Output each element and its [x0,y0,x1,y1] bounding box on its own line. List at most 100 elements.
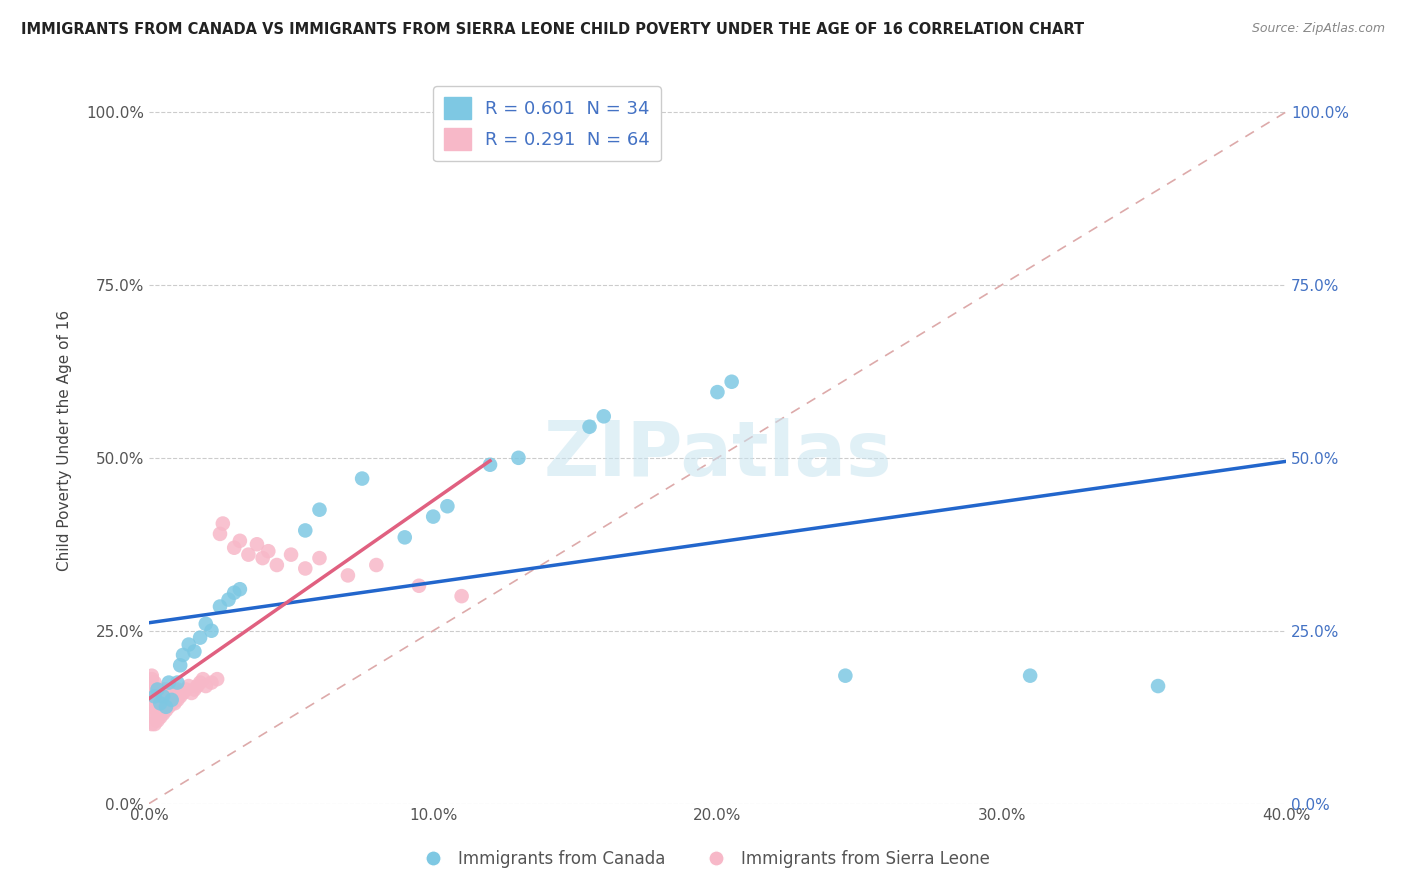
Point [308,502,330,516]
Point [143,690,166,704]
Point [172,648,194,662]
Point [160,682,183,697]
Point [141,717,163,731]
Point [141,679,163,693]
Point [160,696,183,710]
Point [706,385,728,400]
Point [200,624,222,638]
Point [294,524,316,538]
Point [163,696,186,710]
Point [183,682,205,697]
Point [183,644,205,658]
Point [720,375,742,389]
Point [408,579,430,593]
Point [280,548,302,562]
Point [177,679,200,693]
Point [229,533,252,548]
Point [152,706,174,721]
Point [450,589,472,603]
Point [394,530,416,544]
Point [208,599,231,614]
Point [508,450,530,465]
Point [211,516,233,531]
Point [155,693,177,707]
Point [238,548,260,562]
Point [143,710,166,724]
Point [1019,668,1042,682]
Point [336,568,359,582]
Point [141,706,163,721]
Point [366,558,388,572]
Point [172,686,194,700]
Point [143,675,166,690]
Point [252,551,274,566]
Point [188,631,211,645]
Point [578,419,600,434]
Point [166,682,188,697]
Text: Source: ZipAtlas.com: Source: ZipAtlas.com [1251,22,1385,36]
Point [436,500,458,514]
Legend: Immigrants from Canada, Immigrants from Sierra Leone: Immigrants from Canada, Immigrants from … [411,844,995,875]
Point [146,686,169,700]
Point [194,616,217,631]
Point [143,717,166,731]
Point [143,690,166,704]
Point [157,675,180,690]
Point [169,658,191,673]
Point [152,682,174,697]
Point [180,686,202,700]
Point [352,472,374,486]
Point [152,690,174,704]
Point [146,714,169,728]
Point [266,558,288,572]
Point [149,696,172,710]
Point [169,690,191,704]
Point [155,682,177,697]
Text: ZIPatlas: ZIPatlas [543,418,891,492]
Point [166,675,188,690]
Point [422,509,444,524]
Point [141,690,163,704]
Point [205,672,228,686]
Point [174,682,197,697]
Point [177,638,200,652]
Point [224,541,246,555]
Point [246,537,269,551]
Point [308,551,330,566]
Point [834,668,856,682]
Point [155,703,177,717]
Point [146,693,169,707]
Point [152,696,174,710]
Point [592,409,614,424]
Point [149,710,172,724]
Point [479,458,502,472]
Point [141,696,163,710]
Y-axis label: Child Poverty Under the Age of 16: Child Poverty Under the Age of 16 [58,310,72,571]
Point [186,679,208,693]
Point [191,672,214,686]
Point [155,699,177,714]
Point [208,527,231,541]
Point [166,693,188,707]
Legend: R = 0.601  N = 34, R = 0.291  N = 64: R = 0.601 N = 34, R = 0.291 N = 64 [433,87,661,161]
Point [200,675,222,690]
Point [141,682,163,697]
Point [143,699,166,714]
Point [224,585,246,599]
Point [294,561,316,575]
Point [229,582,252,597]
Text: IMMIGRANTS FROM CANADA VS IMMIGRANTS FROM SIERRA LEONE CHILD POVERTY UNDER THE A: IMMIGRANTS FROM CANADA VS IMMIGRANTS FRO… [21,22,1084,37]
Point [149,686,172,700]
Point [146,682,169,697]
Point [1147,679,1170,693]
Point [152,690,174,704]
Point [149,699,172,714]
Point [157,699,180,714]
Point [257,544,280,558]
Point [141,672,163,686]
Point [188,675,211,690]
Point [218,592,240,607]
Point [146,703,169,717]
Point [194,679,217,693]
Point [157,686,180,700]
